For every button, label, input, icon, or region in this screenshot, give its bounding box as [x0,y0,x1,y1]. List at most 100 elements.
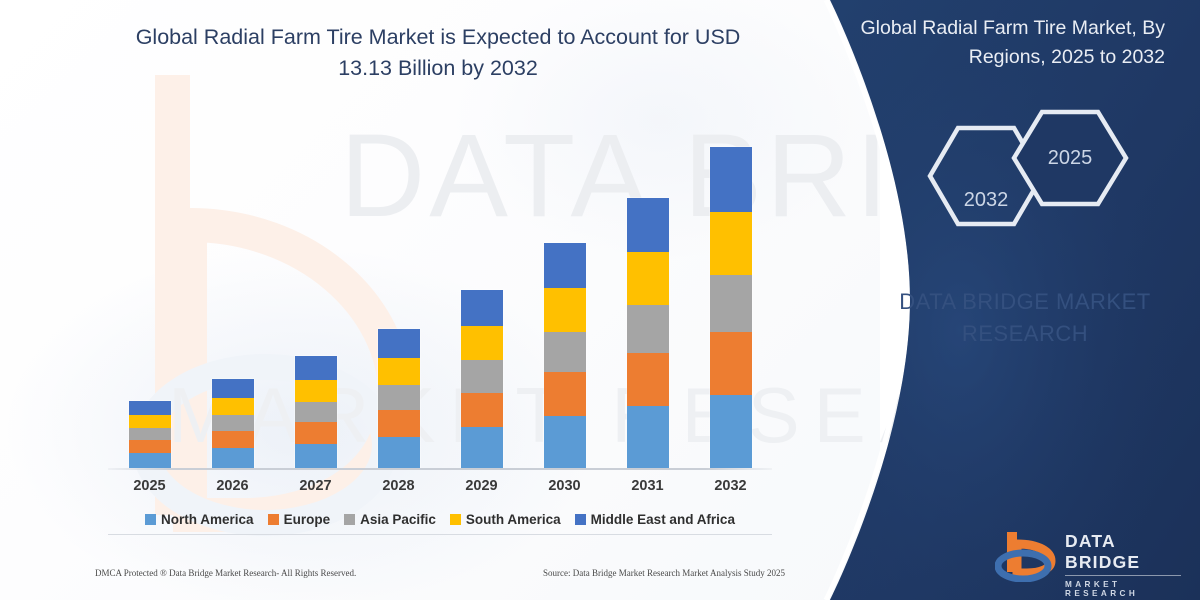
bar-segment-europe [211,431,254,449]
bar-segment-middle-east-and-africa [128,400,171,415]
bar-segment-middle-east-and-africa [294,356,337,380]
stacked-bar [294,356,337,468]
bar-column-2030 [523,120,606,468]
bar-segment-europe [128,439,171,454]
legend-label: Asia Pacific [360,512,436,527]
bar-segment-north-america [128,453,171,468]
x-axis-label-2032: 2032 [714,478,747,494]
stacked-bar [377,329,420,468]
x-axis-label-2030: 2030 [548,478,581,494]
bar-column-2025 [108,120,191,468]
bar-segment-europe [626,352,669,406]
x-axis-line [108,468,772,470]
bar-segment-south-america [709,212,752,275]
bar-column-2029 [440,120,523,468]
legend-label: North America [161,512,254,527]
left-chart-panel: DATA BRI MARKET RESEARCH Global Radial F… [0,0,1143,600]
bar-segment-middle-east-and-africa [626,197,669,253]
bar-segment-south-america [294,379,337,402]
legend-label: Middle East and Africa [590,512,735,527]
x-axis-label-2027: 2027 [299,478,332,494]
legend-item-europe[interactable]: Europe [267,512,331,527]
stacked-bar [460,289,503,468]
bar-segment-south-america [211,397,254,416]
bar-group [108,120,772,468]
bar-column-2028 [357,120,440,468]
bar-segment-europe [709,331,752,395]
bar-segment-asia-pacific [294,401,337,422]
legend-label: South America [465,512,561,527]
bar-segment-middle-east-and-africa [543,242,586,289]
bar-segment-europe [543,371,586,416]
bar-segment-north-america [377,436,420,468]
bar-segment-asia-pacific [543,331,586,372]
x-axis-label-2031: 2031 [631,478,664,494]
bar-column-2026 [191,120,274,468]
footer-copyright: DMCA Protected ® Data Bridge Market Rese… [95,568,357,578]
legend-item-asia-pacific[interactable]: Asia Pacific [344,512,436,527]
chart-legend: North America Europe Asia Pacific South Ame… [108,512,772,535]
bar-segment-europe [460,392,503,428]
x-axis-labels: 2025 2026 2027 2028 2029 2030 2031 2032 [108,478,772,494]
bar-segment-middle-east-and-africa [211,379,254,398]
bar-segment-asia-pacific [128,428,171,440]
footer-source: Source: Data Bridge Market Research Mark… [543,568,785,578]
bar-segment-middle-east-and-africa [460,289,503,326]
bar-segment-asia-pacific [626,304,669,353]
right-brand-panel: Global Radial Farm Tire Market, By Regio… [760,0,1200,600]
bar-segment-middle-east-and-africa [709,146,752,213]
legend-swatch-icon [344,514,356,525]
legend-swatch-icon [449,514,461,525]
legend-swatch-icon [267,514,279,525]
x-axis-label-2029: 2029 [465,478,498,494]
footer: DMCA Protected ® Data Bridge Market Rese… [95,568,785,578]
legend-label: Europe [283,512,331,527]
legend-swatch-icon [145,514,157,525]
bar-segment-europe [294,421,337,444]
bar-segment-europe [377,409,420,437]
stacked-bar [128,400,171,468]
brand-mark-icon [995,532,1056,582]
stacked-bar-chart [108,120,772,470]
stacked-bar [626,197,669,468]
legend-item-middle-east-and-africa[interactable]: Middle East and Africa [574,512,735,527]
bar-segment-north-america [709,394,752,468]
legend-item-north-america[interactable]: North America [145,512,254,527]
bar-column-2032 [689,120,772,468]
hexagon-badges: 2032 2025 [910,108,1160,228]
bar-segment-asia-pacific [211,415,254,432]
bar-segment-asia-pacific [709,274,752,332]
bar-segment-asia-pacific [377,384,420,410]
x-axis-label-2025: 2025 [133,478,166,494]
stacked-bar [543,242,586,468]
bar-segment-middle-east-and-africa [377,329,420,358]
brand-logo-divider [1065,575,1181,576]
bar-segment-south-america [377,357,420,385]
bar-segment-south-america [128,414,171,428]
bar-segment-south-america [626,252,669,305]
legend-item-south-america[interactable]: South America [449,512,561,527]
legend-swatch-icon [574,514,586,525]
brand-logo-title: DATA BRIDGE [1065,531,1141,572]
panel-title: Global Radial Farm Tire Market, By Regio… [860,17,1165,69]
bar-segment-asia-pacific [460,360,503,393]
hexagon-label-2032: 2032 [963,188,1009,211]
bar-column-2031 [606,120,689,468]
bar-segment-north-america [211,448,254,468]
bar-segment-north-america [626,405,669,468]
bar-segment-north-america [460,427,503,468]
stacked-bar [709,146,752,468]
hexagon-outlines-icon [927,109,1129,227]
bar-segment-south-america [543,288,586,332]
page-title: Global Radial Farm Tire Market is Expect… [135,25,741,81]
stacked-bar [211,379,254,468]
x-axis-label-2028: 2028 [382,478,415,494]
panel-watermark-text: DATA BRIDGE MARKET RESEARCH [899,289,1151,346]
brand-logo-subtitle: MARKET RESEARCH [1065,580,1139,598]
bar-segment-north-america [294,443,337,468]
bar-segment-south-america [460,325,503,361]
brand-logo: DATA BRIDGE MARKET RESEARCH [995,527,1185,598]
bar-segment-north-america [543,415,586,468]
x-axis-label-2026: 2026 [216,478,249,494]
